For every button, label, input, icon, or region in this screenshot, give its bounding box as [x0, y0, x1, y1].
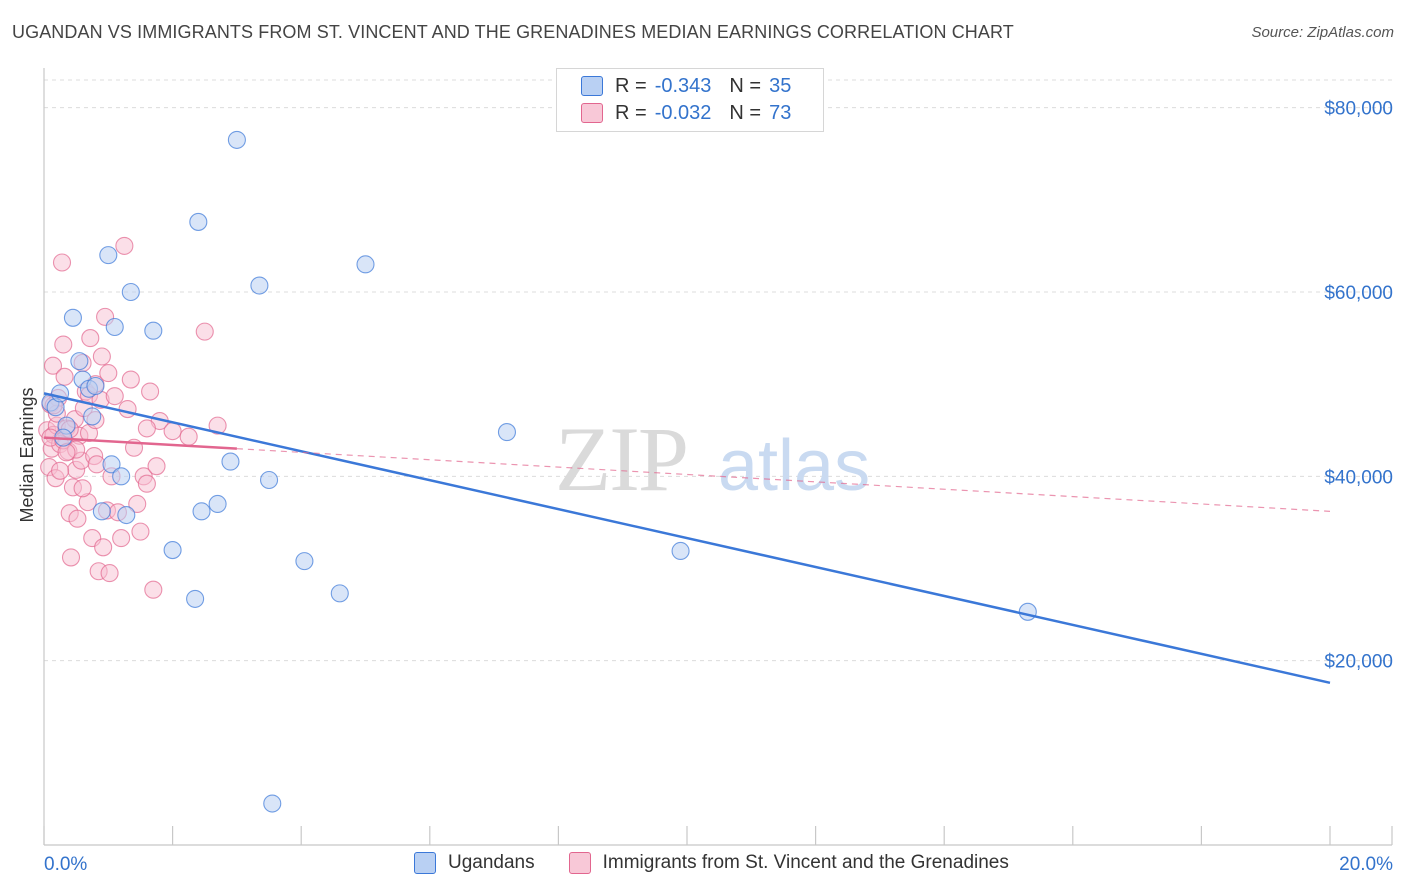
legend-label-immigrants: Immigrants from St. Vincent and the Gren… — [603, 852, 1009, 874]
r-label: R = — [615, 75, 647, 98]
point-ugandans — [190, 213, 207, 230]
point-immigrants — [100, 365, 117, 382]
y-tick-label: $80,000 — [1324, 99, 1393, 120]
point-immigrants — [82, 330, 99, 347]
point-ugandans — [100, 247, 117, 264]
legend-swatch-blue — [581, 76, 603, 96]
point-immigrants — [56, 368, 73, 385]
point-immigrants — [74, 480, 91, 497]
point-ugandans — [1019, 603, 1036, 620]
point-immigrants — [93, 348, 110, 365]
point-immigrants — [113, 530, 130, 547]
series-legend: Ugandans Immigrants from St. Vincent and… — [414, 852, 1009, 874]
points-layer — [39, 131, 1037, 812]
r-value: -0.032 — [655, 102, 712, 125]
point-ugandans — [113, 468, 130, 485]
point-ugandans — [209, 495, 226, 512]
point-ugandans — [187, 590, 204, 607]
legend-swatch-immigrants — [569, 852, 591, 874]
point-immigrants — [142, 383, 159, 400]
stats-legend-row-immigrants: R = -0.032 N = 73 — [581, 100, 791, 126]
watermark: ZIP atlas — [555, 408, 870, 510]
point-immigrants — [196, 323, 213, 340]
legend-swatch-pink — [581, 103, 603, 123]
grid-layer — [44, 80, 1392, 661]
point-ugandans — [222, 453, 239, 470]
y-tick-label: $40,000 — [1324, 467, 1393, 488]
point-ugandans — [84, 408, 101, 425]
y-axis-label: Median Earnings — [17, 387, 37, 522]
point-ugandans — [228, 131, 245, 148]
n-value: 73 — [769, 102, 791, 125]
point-immigrants — [119, 401, 136, 418]
point-ugandans — [357, 256, 374, 273]
y-tick-label: $60,000 — [1324, 283, 1393, 304]
point-immigrants — [180, 428, 197, 445]
point-immigrants — [95, 539, 112, 556]
point-immigrants — [69, 510, 86, 527]
point-immigrants — [116, 237, 133, 254]
legend-label-ugandans: Ugandans — [448, 852, 535, 874]
point-ugandans — [672, 542, 689, 559]
point-ugandans — [296, 553, 313, 570]
stats-legend: R = -0.343 N = 35 R = -0.032 N = 73 — [556, 68, 824, 132]
point-immigrants — [54, 254, 71, 271]
x-tick-label-min: 0.0% — [44, 854, 87, 875]
point-immigrants — [138, 475, 155, 492]
point-immigrants — [145, 581, 162, 598]
n-label: N = — [729, 75, 761, 98]
point-immigrants — [148, 458, 165, 475]
point-ugandans — [106, 319, 123, 336]
watermark-zip: ZIP — [555, 408, 687, 510]
point-ugandans — [87, 378, 104, 395]
n-value: 35 — [769, 75, 791, 98]
point-ugandans — [193, 503, 210, 520]
n-label: N = — [729, 102, 761, 125]
r-value: -0.343 — [655, 75, 712, 98]
x-tick-label-max: 20.0% — [1339, 854, 1393, 875]
point-immigrants — [164, 423, 181, 440]
point-ugandans — [145, 322, 162, 339]
y-tick-label: $20,000 — [1324, 652, 1393, 673]
point-immigrants — [101, 565, 118, 582]
point-immigrants — [55, 336, 72, 353]
point-ugandans — [93, 503, 110, 520]
point-ugandans — [164, 542, 181, 559]
r-label: R = — [615, 102, 647, 125]
trend-layer — [44, 393, 1330, 682]
point-immigrants — [122, 371, 139, 388]
point-ugandans — [251, 277, 268, 294]
point-immigrants — [58, 444, 75, 461]
point-immigrants — [63, 549, 80, 566]
watermark-atlas: atlas — [718, 426, 870, 506]
point-immigrants — [52, 462, 69, 479]
point-ugandans — [331, 585, 348, 602]
point-ugandans — [261, 472, 278, 489]
point-immigrants — [132, 523, 149, 540]
point-ugandans — [71, 353, 88, 370]
point-ugandans — [264, 795, 281, 812]
label-layer: $20,000 $40,000 $60,000 $80,000 0.0% 20.0% Med… — [17, 99, 1393, 875]
point-ugandans — [498, 424, 515, 441]
point-immigrants — [138, 420, 155, 437]
point-ugandans — [64, 309, 81, 326]
point-immigrants — [106, 388, 123, 405]
legend-swatch-ugandans — [414, 852, 436, 874]
trendline-ugandans — [44, 393, 1330, 682]
chart-canvas: ZIP atlas $20,000 $40,000 $60,000 $80,000 0.0… — [0, 0, 1406, 892]
stats-legend-row-ugandans: R = -0.343 N = 35 — [581, 73, 791, 99]
point-ugandans — [118, 507, 135, 524]
point-ugandans — [122, 283, 139, 300]
